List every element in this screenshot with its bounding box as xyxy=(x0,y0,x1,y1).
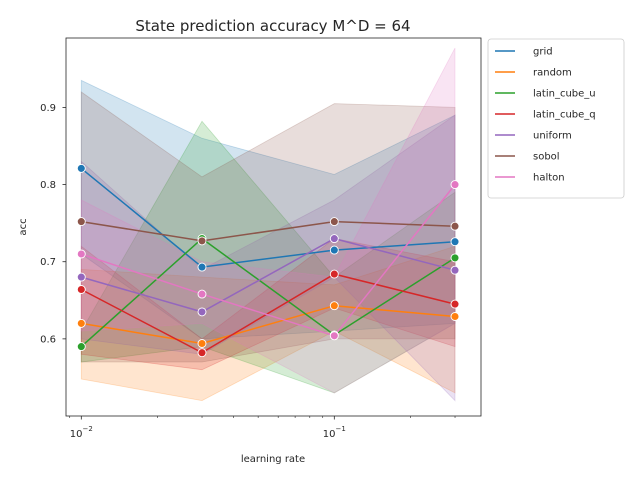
line-uniform xyxy=(81,237,456,313)
point-halton-3 xyxy=(450,180,460,190)
point-halton-0 xyxy=(76,249,86,259)
x-axis-label: learning rate xyxy=(241,454,305,465)
band-halton xyxy=(80,47,456,394)
point-sobol-3 xyxy=(450,221,460,231)
line-latin_cube_u xyxy=(80,237,456,348)
y-tick-label: 0.9 xyxy=(40,103,56,114)
point-grid-2 xyxy=(329,245,339,255)
point-latin_cube_q-3 xyxy=(450,299,460,309)
band-latin_cube_u xyxy=(80,120,456,394)
band-latin_cube_q xyxy=(80,238,456,371)
point-latin_cube_u-0 xyxy=(76,342,86,352)
legend-label-sobol: sobol xyxy=(533,152,560,163)
series-lines xyxy=(80,167,456,354)
legend-label-random: random xyxy=(533,68,572,79)
point-random-0 xyxy=(76,318,86,328)
point-grid-0 xyxy=(76,163,86,173)
legend-label-halton: halton xyxy=(533,173,565,184)
line-grid xyxy=(80,167,456,268)
point-grid-3 xyxy=(450,237,460,247)
point-random-2 xyxy=(329,301,339,311)
y-tick-label: 0.6 xyxy=(40,334,56,345)
band-grid xyxy=(80,79,456,340)
point-latin_cube_q-1 xyxy=(197,348,207,358)
line-latin_cube_q xyxy=(80,273,456,354)
x-tick-label: 10−2 xyxy=(70,425,93,440)
y-axis-ticks: 0.6 0.7 0.8 0.9 xyxy=(40,103,66,345)
point-halton-2 xyxy=(329,331,339,341)
point-latin_cube_q-0 xyxy=(76,285,86,294)
plot-area-frame xyxy=(65,37,482,417)
line-sobol xyxy=(81,220,456,242)
x-axis-ticks: 10−2 10−1 xyxy=(69,416,456,440)
legend-label-grid: grid xyxy=(533,47,553,58)
y-tick-label: 0.7 xyxy=(40,257,56,268)
point-uniform-0 xyxy=(76,272,86,282)
legend-label-latin_cube_u: latin_cube_u xyxy=(533,89,596,100)
point-latin_cube_q-2 xyxy=(329,269,339,279)
point-random-1 xyxy=(197,339,207,348)
point-grid-1 xyxy=(197,262,207,272)
legend-label-uniform: uniform xyxy=(533,131,572,142)
legend-box xyxy=(487,38,625,199)
band-sobol xyxy=(80,91,456,363)
point-latin_cube_u-3 xyxy=(450,253,460,263)
point-uniform-1 xyxy=(197,307,207,317)
line-halton xyxy=(81,184,456,337)
series-points xyxy=(76,163,460,358)
confidence-bands xyxy=(80,47,456,402)
point-halton-1 xyxy=(197,289,207,299)
point-uniform-3 xyxy=(450,265,460,275)
x-tick-label: 10−1 xyxy=(323,425,346,440)
point-random-3 xyxy=(450,312,460,321)
line-random xyxy=(81,304,456,345)
chart-title: State prediction accuracy M^D = 64 xyxy=(135,17,410,35)
point-sobol-1 xyxy=(197,236,207,246)
point-sobol-0 xyxy=(76,217,86,227)
legend-label-latin_cube_q: latin_cube_q xyxy=(533,110,596,121)
legend: grid random latin_cube_u latin_cube_qunifor… xyxy=(487,38,625,199)
point-uniform-2 xyxy=(329,234,339,244)
y-tick-label: 0.8 xyxy=(40,180,56,191)
point-sobol-2 xyxy=(329,217,339,227)
y-axis-label: acc xyxy=(18,218,29,235)
